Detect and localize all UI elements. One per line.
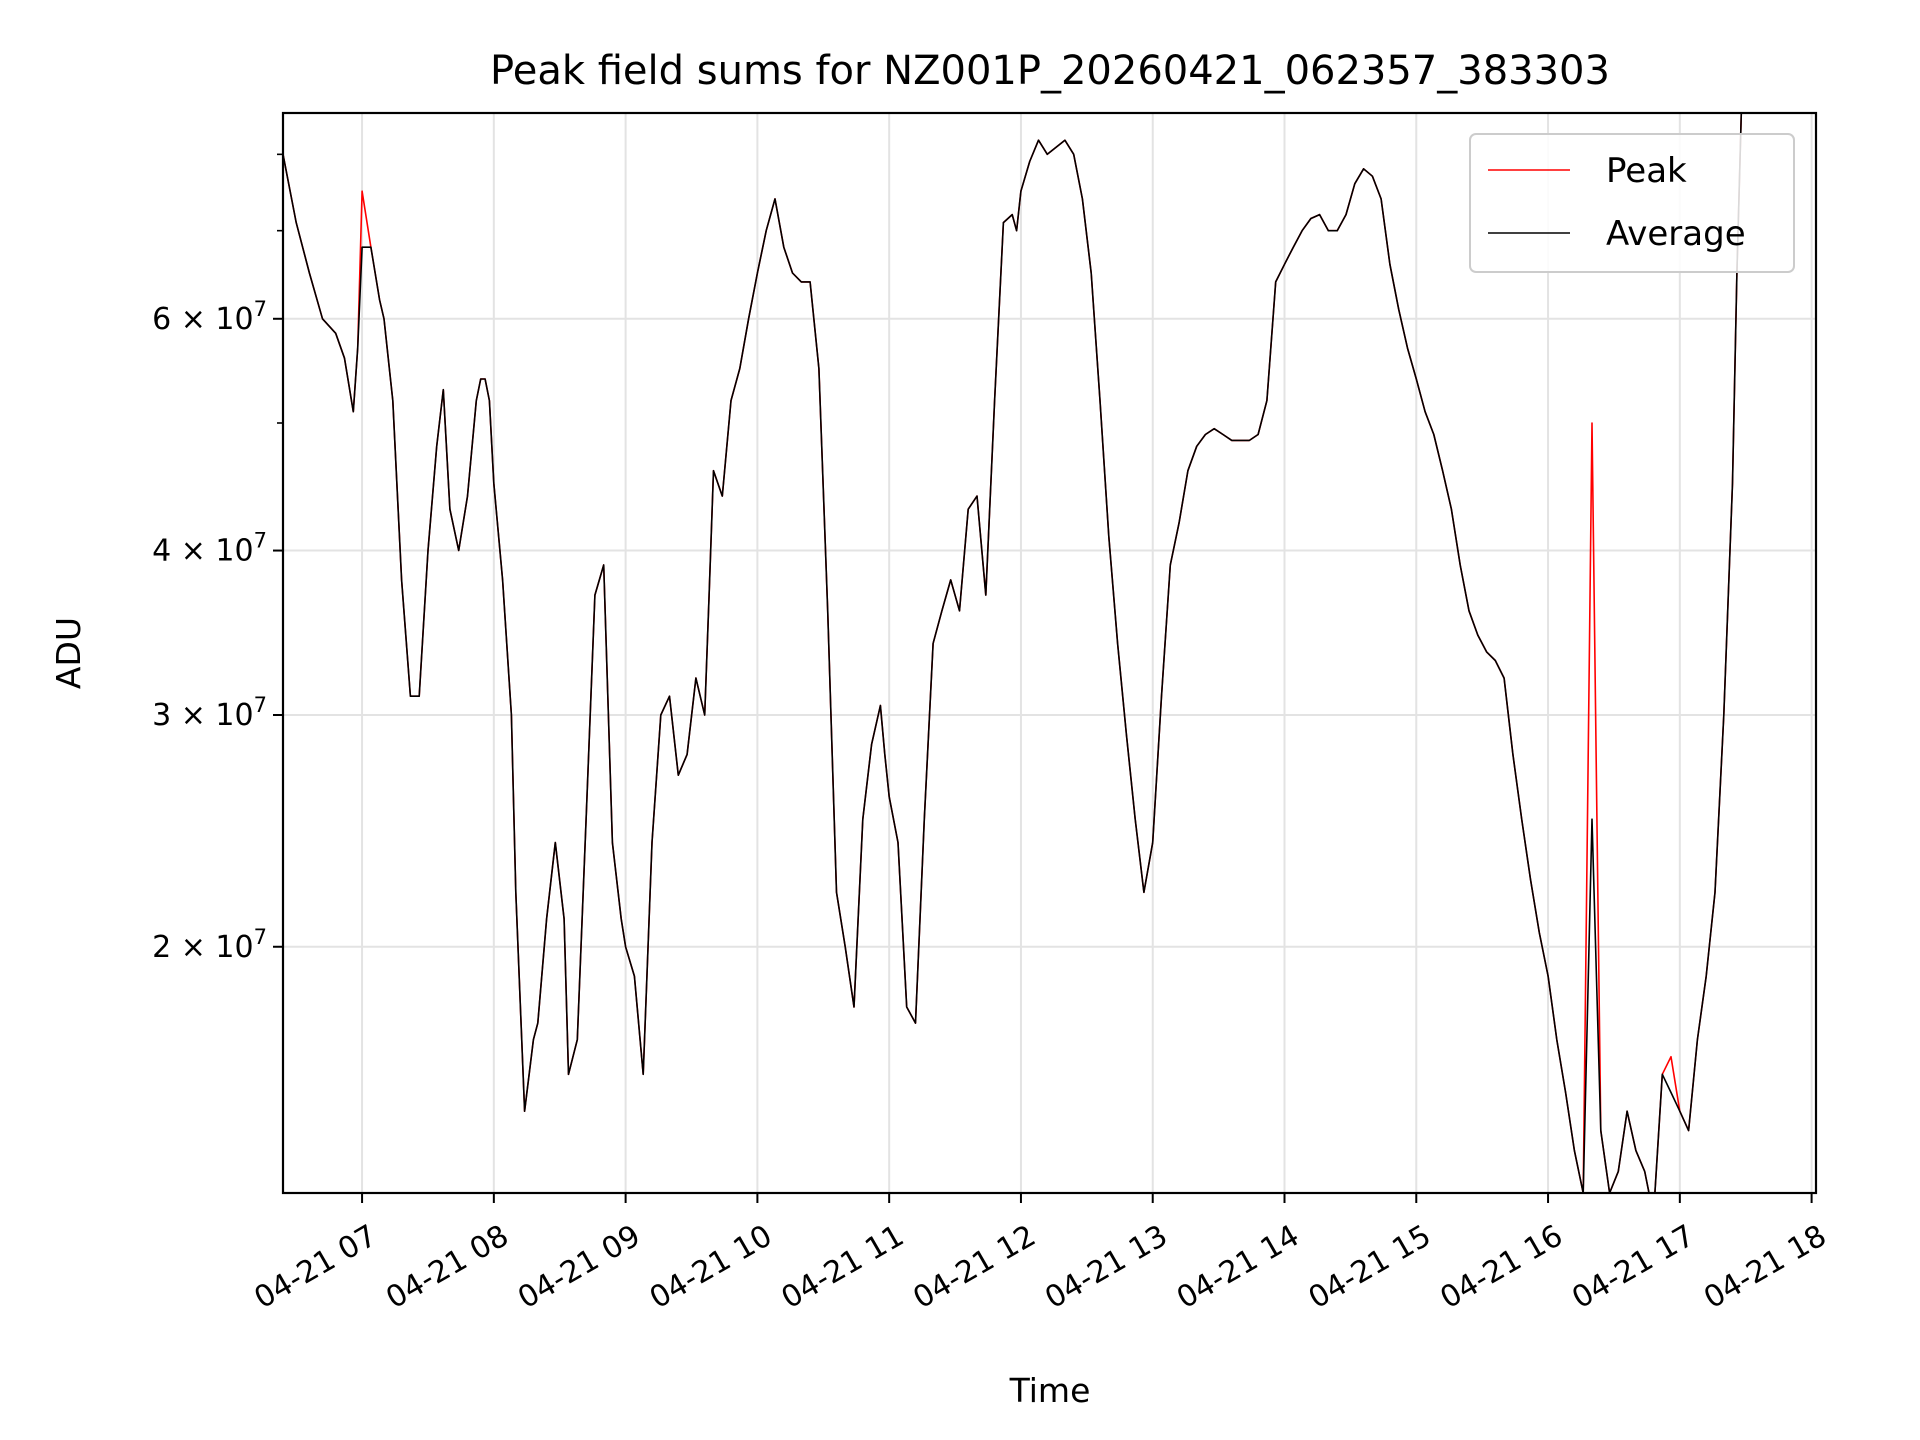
series-layer: [283, 113, 1743, 1193]
grid: [283, 113, 1816, 1193]
legend: Peak Average: [1469, 133, 1795, 273]
series-line-average: [283, 113, 1743, 1193]
y-tick-label: 6 × 107: [152, 297, 267, 337]
y-tick-label: 2 × 107: [152, 925, 267, 965]
y-tick-label: 4 × 107: [152, 529, 267, 569]
x-axis-label: Time: [1009, 1371, 1091, 1410]
y-axis-label: ADU: [49, 617, 88, 689]
legend-box: [1469, 133, 1795, 273]
plot-frame: [281, 111, 1818, 1195]
chart-title: Peak field sums for NZ001P_20260421_0623…: [490, 48, 1610, 94]
y-tick-label: 3 × 107: [152, 693, 267, 733]
legend-label-average: Average: [1606, 214, 1746, 254]
legend-label-peak: Peak: [1606, 151, 1687, 191]
